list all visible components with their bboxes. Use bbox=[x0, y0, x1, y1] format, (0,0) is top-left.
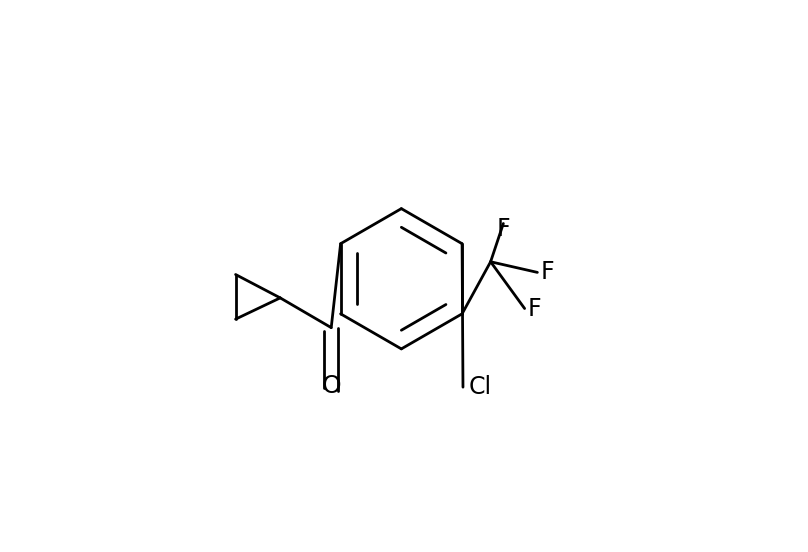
Text: O: O bbox=[322, 374, 341, 398]
Text: F: F bbox=[497, 217, 510, 241]
Text: F: F bbox=[528, 296, 541, 321]
Text: Cl: Cl bbox=[469, 375, 491, 399]
Text: F: F bbox=[541, 261, 554, 284]
